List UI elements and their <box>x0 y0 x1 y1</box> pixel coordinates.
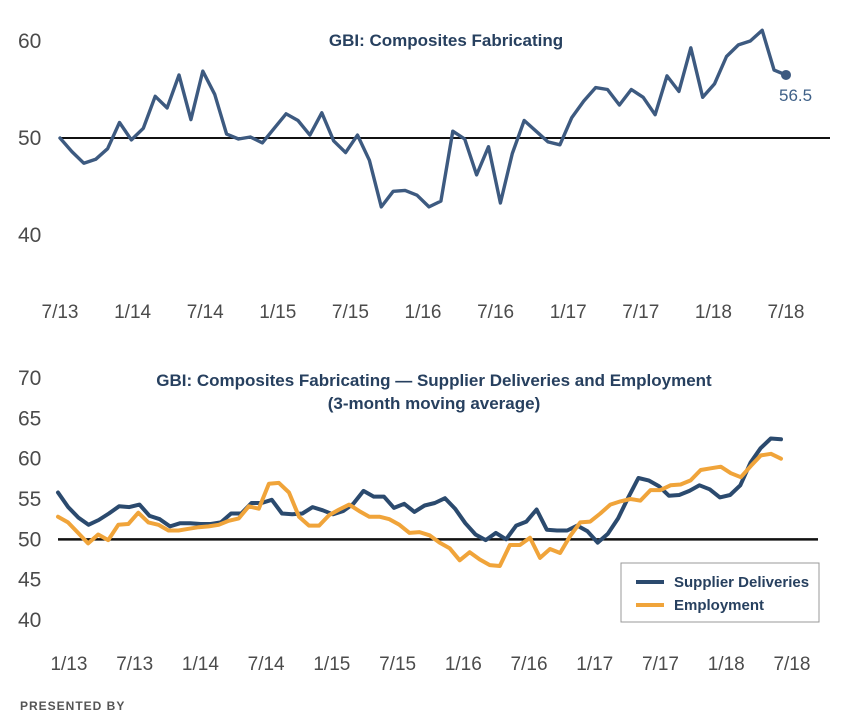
bottom-chart-title: GBI: Composites Fabricating — Supplier D… <box>156 371 712 390</box>
top-y-tick-50: 50 <box>18 127 41 150</box>
bottom-x-tick-1-15: 1/15 <box>313 654 350 675</box>
top-x-tick-1-16: 1/16 <box>405 302 442 323</box>
legend-box <box>620 562 820 623</box>
bottom-series-line-supplier-deliveries <box>56 436 783 545</box>
legend-label-supplier-deliveries: Supplier Deliveries <box>674 574 809 591</box>
bottom-chart-subtitle: (3-month moving average) <box>328 394 541 413</box>
bottom-x-tick-1-17: 1/17 <box>576 654 613 675</box>
top-x-tick-1-14: 1/14 <box>114 302 151 323</box>
top-x-tick-7-17: 7/17 <box>622 302 659 323</box>
top-x-tick-7-16: 7/16 <box>477 302 514 323</box>
top-x-tick-1-15: 1/15 <box>259 302 296 323</box>
top-chart-title: GBI: Composites Fabricating <box>329 31 563 50</box>
legend-label-employment: Employment <box>674 597 764 614</box>
bottom-y-tick-40: 40 <box>18 609 41 632</box>
top-last-point-marker <box>781 69 791 80</box>
top-x-axis: 7/13 1/14 7/14 1/15 7/15 1/16 7/16 1/17 7/17 1/18… <box>42 302 805 323</box>
bottom-x-axis: 1/13 7/13 1/14 7/14 1/15 7/15 1/16 7/16 1/17 7/17… <box>50 654 810 675</box>
top-series-line-composite-index <box>58 28 788 209</box>
top-x-tick-7-14: 7/14 <box>187 302 224 323</box>
bottom-x-tick-7-14: 7/14 <box>248 654 285 675</box>
bottom-x-tick-1-16: 1/16 <box>445 654 482 675</box>
bottom-x-tick-1-14: 1/14 <box>182 654 219 675</box>
bottom-y-axis: 40 45 50 55 60 65 70 <box>18 367 41 632</box>
bottom-y-tick-60: 60 <box>18 448 41 471</box>
bottom-series-group <box>56 436 783 568</box>
top-y-axis: 40 50 60 <box>18 30 41 247</box>
bottom-x-tick-7-18: 7/18 <box>773 654 810 675</box>
top-y-tick-60: 60 <box>18 30 41 53</box>
last-value-label: 56.5 <box>779 86 812 105</box>
bottom-x-tick-1-13: 1/13 <box>50 654 87 675</box>
top-x-tick-7-18: 7/18 <box>768 302 805 323</box>
top-x-tick-7-13: 7/13 <box>42 302 79 323</box>
top-chart: GBI: Composites Fabricating 40 50 60 7/13 1… <box>18 28 830 323</box>
bottom-x-tick-7-17: 7/17 <box>642 654 679 675</box>
top-x-tick-7-15: 7/15 <box>332 302 369 323</box>
bottom-y-tick-55: 55 <box>18 488 41 511</box>
bottom-x-tick-1-18: 1/18 <box>708 654 745 675</box>
bottom-chart: GBI: Composites Fabricating — Supplier D… <box>18 367 820 675</box>
bottom-y-tick-70: 70 <box>18 367 41 390</box>
top-x-tick-1-17: 1/17 <box>550 302 587 323</box>
footer-text: PRESENTED BY <box>20 699 125 713</box>
bottom-series-line-employment <box>56 451 783 568</box>
bottom-y-tick-45: 45 <box>18 569 41 592</box>
bottom-x-tick-7-15: 7/15 <box>379 654 416 675</box>
bottom-x-tick-7-13: 7/13 <box>116 654 153 675</box>
top-x-tick-1-18: 1/18 <box>695 302 732 323</box>
bottom-y-tick-65: 65 <box>18 407 41 430</box>
top-series-group <box>58 28 791 209</box>
legend: Supplier Deliveries Employment <box>620 562 820 623</box>
bottom-x-tick-7-16: 7/16 <box>511 654 548 675</box>
bottom-y-tick-50: 50 <box>18 528 41 551</box>
top-y-tick-40: 40 <box>18 224 41 247</box>
